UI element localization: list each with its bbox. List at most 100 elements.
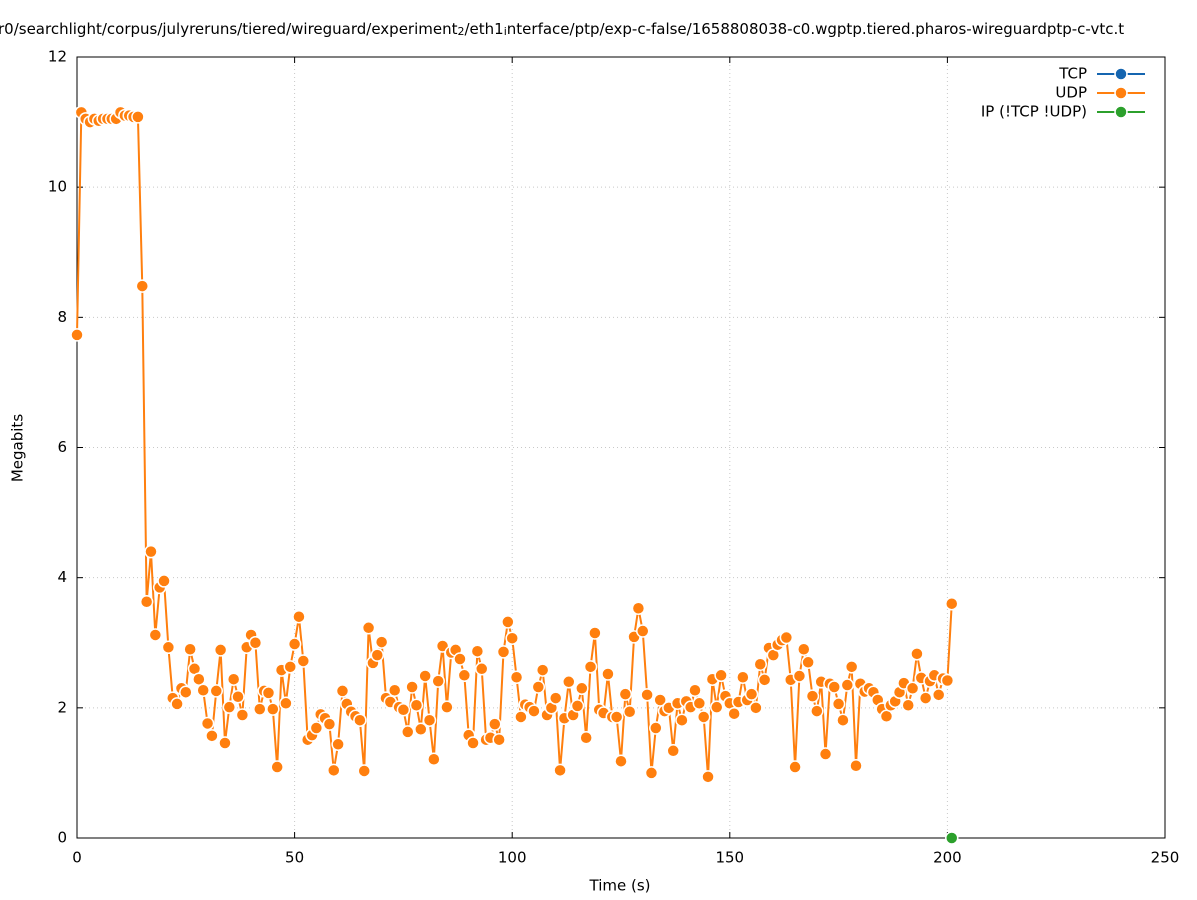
- data-point: [335, 684, 350, 698]
- legend-label: UDP: [1055, 84, 1087, 102]
- data-point: [218, 736, 232, 750]
- title-part: /eth1: [465, 20, 504, 38]
- data-point: [292, 609, 306, 624]
- y-tick-label: 12: [48, 48, 67, 66]
- legend-label: IP (!TCP !UDP): [981, 103, 1087, 121]
- data-point: [696, 710, 711, 724]
- data-point: [226, 672, 241, 686]
- data-point: [640, 688, 654, 702]
- y-tick-label: 2: [57, 698, 67, 716]
- data-point: [405, 680, 419, 694]
- data-point: [357, 764, 371, 778]
- legend-marker: [1114, 67, 1128, 81]
- data-point: [466, 736, 480, 750]
- data-point: [788, 760, 802, 774]
- y-tick-label: 10: [48, 178, 67, 196]
- data-point: [440, 700, 454, 714]
- data-point: [148, 628, 163, 642]
- data-point: [279, 696, 293, 711]
- data-point: [618, 687, 633, 701]
- data-point: [401, 725, 415, 739]
- x-axis-title: Time (s): [589, 877, 651, 895]
- data-point: [409, 698, 424, 712]
- data-point: [488, 717, 502, 731]
- data-point: [353, 713, 367, 727]
- data-point: [144, 544, 158, 559]
- y-tick-label: 6: [57, 438, 67, 456]
- data-point: [374, 635, 389, 649]
- data-point: [562, 675, 576, 689]
- title-subscript: i: [504, 25, 507, 38]
- data-point: [70, 328, 84, 342]
- data-point: [161, 640, 176, 655]
- title-part: nterface/ptp/exp-c-false/1658808038-c0.w…: [507, 20, 1124, 38]
- data-point: [749, 701, 763, 715]
- y-tick-label: 8: [57, 308, 67, 326]
- x-tick-label: 150: [715, 849, 744, 867]
- data-point: [183, 642, 197, 657]
- data-point: [253, 702, 267, 716]
- data-point: [666, 744, 680, 758]
- data-point: [139, 594, 154, 609]
- data-point: [370, 648, 385, 662]
- data-point: [836, 713, 850, 727]
- data-point: [496, 645, 511, 659]
- data-point: [431, 674, 445, 688]
- data-point: [810, 704, 824, 718]
- data-point: [636, 624, 650, 638]
- data-point: [675, 713, 689, 727]
- data-point: [553, 763, 567, 778]
- data-point: [453, 652, 467, 666]
- data-point: [649, 721, 663, 735]
- data-point: [727, 706, 741, 721]
- data-point: [331, 737, 345, 752]
- data-point: [692, 696, 707, 711]
- data-point: [196, 683, 210, 698]
- data-point: [588, 626, 602, 640]
- data-point: [535, 663, 550, 677]
- data-point: [579, 731, 593, 745]
- data-point: [905, 681, 920, 696]
- x-tick-label: 0: [72, 849, 82, 867]
- data-point: [918, 691, 933, 705]
- data-point: [387, 683, 402, 698]
- data-point: [514, 710, 528, 724]
- data-point: [396, 703, 411, 717]
- data-point: [701, 770, 715, 784]
- data-point: [457, 668, 472, 683]
- legend-marker: [1114, 105, 1128, 119]
- data-point: [231, 690, 245, 704]
- data-point: [427, 752, 441, 766]
- data-point: [509, 670, 524, 684]
- data-point: [418, 669, 432, 683]
- data-point: [296, 654, 311, 668]
- data-point: [570, 699, 585, 713]
- data-point: [492, 732, 506, 747]
- y-axis-title: Megabits: [9, 414, 27, 482]
- data-point: [831, 697, 846, 711]
- data-point: [583, 660, 598, 674]
- data-point: [840, 678, 855, 692]
- data-point: [414, 722, 428, 737]
- data-point: [945, 831, 959, 845]
- y-tick-label: 4: [57, 568, 67, 586]
- data-point: [135, 279, 150, 293]
- title-part: r0/searchlight/corpus/julyreruns/tiered/…: [0, 20, 458, 38]
- x-tick-label: 100: [498, 849, 527, 867]
- data-point: [548, 691, 563, 705]
- data-point: [531, 680, 546, 694]
- data-point: [805, 689, 820, 703]
- data-point: [744, 687, 759, 701]
- data-point: [266, 702, 280, 716]
- data-point: [213, 643, 228, 657]
- data-point: [222, 700, 237, 714]
- data-point: [827, 680, 841, 694]
- data-point: [801, 655, 815, 670]
- data-point: [714, 668, 728, 683]
- x-tick-label: 200: [933, 849, 962, 867]
- data-point: [527, 704, 541, 718]
- data-point: [422, 713, 437, 727]
- plot-border: [76, 56, 1166, 839]
- title-subscript: 2: [458, 25, 465, 38]
- data-point: [622, 704, 637, 719]
